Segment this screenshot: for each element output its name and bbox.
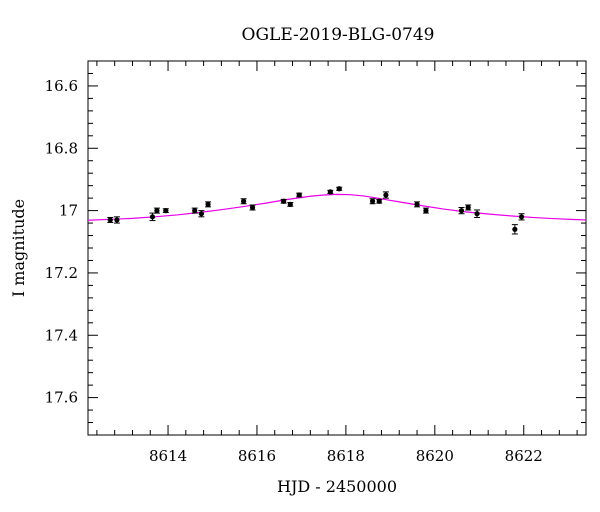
y-tick-label: 17.4 [45,326,78,344]
data-marker [414,201,420,207]
data-points [107,186,525,235]
data-point [162,208,169,214]
x-tick-label: 8616 [238,447,276,465]
data-point [511,224,518,235]
data-point [113,216,120,224]
data-point [327,189,334,195]
x-tick-label: 8620 [416,447,454,465]
data-marker [376,198,382,204]
data-point [149,212,156,222]
data-marker [327,189,333,195]
data-marker [518,214,525,220]
data-point [369,198,376,205]
data-point [107,216,114,223]
data-point [376,198,383,204]
data-marker [465,204,471,211]
x-tick-label: 8618 [327,447,365,465]
y-tick-label: 17.2 [45,264,78,282]
data-marker [114,217,120,223]
data-marker [198,211,204,217]
data-point [422,207,429,214]
data-point [474,209,481,218]
data-marker [205,201,211,207]
data-marker [458,208,465,214]
chart-title: OGLE-2019-BLG-0749 [242,25,435,45]
data-point [191,207,198,214]
x-tick-label: 8622 [505,447,543,465]
data-point [153,207,160,214]
data-point [296,192,303,198]
plot-frame [87,60,587,436]
data-marker [154,208,160,214]
y-tick-label: 16.8 [45,139,78,157]
data-point [458,206,465,215]
data-point [414,201,421,208]
data-marker [296,192,302,198]
data-point [198,210,205,218]
data-point [205,201,212,208]
data-marker [192,208,198,214]
y-tick-label: 17 [59,202,78,220]
data-marker [369,198,376,204]
x-axis: 8614 8616 8618 8620 8622 [96,61,578,465]
data-marker [149,214,156,220]
data-point [518,213,525,221]
model-curve [87,193,587,221]
data-marker [383,192,389,198]
data-point [249,204,256,211]
data-point [240,198,247,205]
data-marker [107,217,113,223]
data-marker [241,198,247,204]
data-marker [163,208,169,214]
y-axis: 16.6 16.8 17 17.2 17.4 17.6 [45,60,586,436]
x-axis-label: HJD - 2450000 [277,477,397,496]
y-tick-label: 17.6 [45,389,78,407]
data-marker [281,198,287,204]
data-point [465,204,472,211]
data-marker [336,186,342,192]
data-marker [249,204,256,211]
data-marker [287,201,293,207]
data-marker [474,211,480,217]
data-point [336,186,343,192]
data-point [287,201,294,207]
y-axis-label: I magnitude [9,199,28,297]
data-point [280,198,287,204]
x-tick-label: 8614 [149,447,187,465]
data-marker [423,208,429,214]
y-tick-label: 16.6 [45,77,78,95]
data-marker [512,226,518,232]
data-point [382,191,389,199]
